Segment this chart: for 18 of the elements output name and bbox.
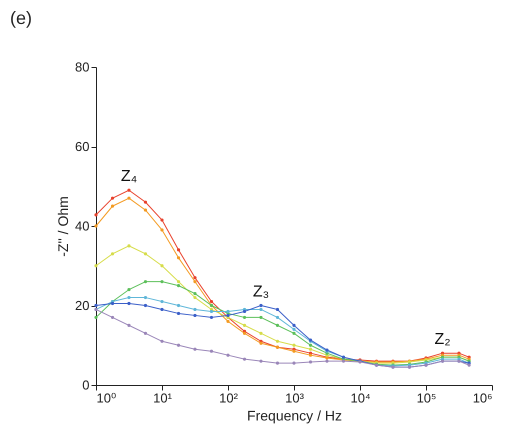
y-axis-title: -Z'' / Ohm [55,196,72,257]
x-tick-label: 10³ [285,390,305,406]
y-tick-label: 60 [75,139,90,154]
annotation: Z₃ [252,284,270,300]
x-tick-label: 10⁵ [416,390,436,406]
x-tick-label: 10² [219,390,239,406]
x-tick-label: 10¹ [153,390,173,406]
y-tick-label: 80 [75,60,90,74]
x-tick-label: 10⁶ [472,390,492,406]
y-tick-label: 40 [75,218,90,234]
x-axis-title: Frequency / Hz [247,408,342,424]
annotation: Z₄ [120,168,138,186]
y-tick-label: 0 [82,378,90,392]
x-tick-label: 10⁰ [96,390,116,406]
x-tick-label: 10⁴ [350,390,371,406]
annotation: Z₂ [434,331,451,348]
y-tick-label: 20 [75,298,90,313]
chart-title: (e) [10,8,32,29]
